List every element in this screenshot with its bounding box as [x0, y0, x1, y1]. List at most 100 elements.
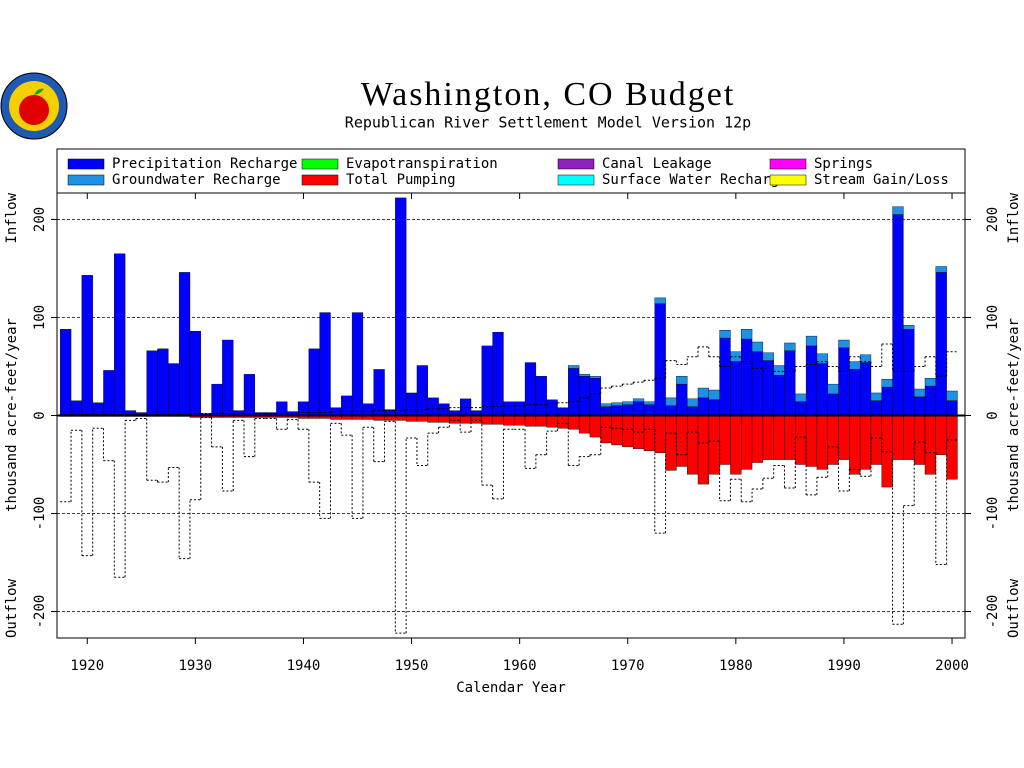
bar	[589, 376, 601, 379]
bar	[849, 369, 861, 416]
bar	[535, 415, 547, 427]
legend-swatch	[557, 174, 595, 186]
bar	[795, 401, 807, 416]
bar	[211, 383, 223, 416]
bar	[416, 365, 428, 416]
legend-label: Precipitation Recharge	[112, 156, 297, 172]
bar	[665, 405, 677, 416]
legend-swatch	[557, 158, 595, 170]
bar	[600, 403, 612, 407]
bar	[611, 405, 623, 416]
bar	[903, 329, 915, 416]
bar	[795, 393, 807, 402]
bar	[514, 401, 526, 416]
bar	[676, 376, 688, 385]
bar	[157, 348, 169, 416]
outflow-label: Outflow	[4, 578, 20, 638]
bar	[816, 353, 828, 364]
bar	[816, 415, 828, 470]
bar	[643, 415, 655, 451]
bar	[600, 406, 612, 416]
bar	[719, 330, 731, 339]
inflow-label-right: Inflow	[1006, 192, 1022, 243]
bar	[784, 342, 796, 352]
bar	[751, 341, 764, 352]
bar	[730, 361, 742, 416]
bar	[773, 415, 785, 460]
legend-label: Surface Water Recharge	[602, 172, 787, 188]
bar	[578, 415, 591, 434]
bar	[805, 335, 818, 347]
bar	[741, 338, 753, 416]
bar	[697, 387, 710, 399]
bar	[686, 415, 699, 475]
y-tick-label: 200	[32, 207, 48, 232]
bar	[308, 348, 320, 416]
x-tick-label: 1950	[395, 658, 429, 674]
bar	[546, 415, 558, 428]
bar	[654, 415, 666, 453]
legend-swatch	[769, 158, 807, 170]
bar	[449, 415, 461, 424]
bar	[189, 331, 201, 416]
bar	[741, 329, 753, 340]
bar	[568, 415, 580, 430]
y-axis-label-right: thousand acre-feet/year	[1006, 318, 1022, 512]
logo-apple	[19, 95, 49, 125]
bar	[114, 253, 126, 416]
bar	[903, 325, 915, 330]
legend-label: Evapotranspiration	[346, 156, 498, 172]
chart-title: Washington, CO Budget	[361, 76, 736, 113]
x-axis-label: Calendar Year	[456, 680, 566, 696]
bar	[103, 370, 115, 416]
bar	[243, 374, 256, 416]
bar	[568, 368, 580, 416]
bar	[481, 415, 493, 425]
bar	[654, 297, 666, 304]
bar	[708, 415, 720, 475]
bar	[795, 415, 807, 465]
bar	[470, 415, 483, 424]
bar	[643, 404, 655, 416]
y-tick-label: 100	[32, 305, 48, 330]
bar	[568, 365, 580, 369]
x-tick-label: 1970	[611, 658, 645, 674]
bar	[697, 415, 710, 485]
y-tick-label-right: 0	[985, 411, 1001, 419]
bar	[838, 415, 850, 460]
legend-label: Canal Leakage	[602, 156, 712, 172]
bar	[427, 415, 439, 423]
legend-swatch	[67, 158, 105, 170]
bar	[741, 415, 753, 470]
bar	[913, 388, 926, 398]
bar	[589, 415, 601, 438]
bar	[297, 401, 310, 416]
bar	[881, 386, 893, 416]
bar	[892, 214, 904, 416]
logo-leaf	[34, 88, 44, 95]
legend-label: Springs	[814, 156, 873, 172]
bar	[622, 401, 634, 405]
bar	[578, 374, 591, 377]
bar	[827, 393, 839, 416]
bar	[546, 399, 558, 416]
bar	[632, 398, 645, 402]
bar	[395, 197, 407, 416]
bar	[514, 415, 526, 426]
outflow-label-right: Outflow	[1006, 578, 1022, 638]
bar	[870, 400, 882, 416]
bar	[362, 403, 374, 416]
bar	[70, 400, 83, 416]
bar	[589, 378, 601, 416]
bar	[762, 415, 774, 460]
bar	[827, 415, 839, 465]
bar	[438, 403, 450, 416]
bar	[697, 397, 710, 416]
y-tick-label-right: 100	[985, 305, 1001, 330]
x-tick-label: 1940	[287, 658, 321, 674]
bar	[784, 350, 796, 416]
bar	[924, 415, 937, 475]
bar	[481, 345, 493, 416]
bar	[535, 376, 547, 416]
